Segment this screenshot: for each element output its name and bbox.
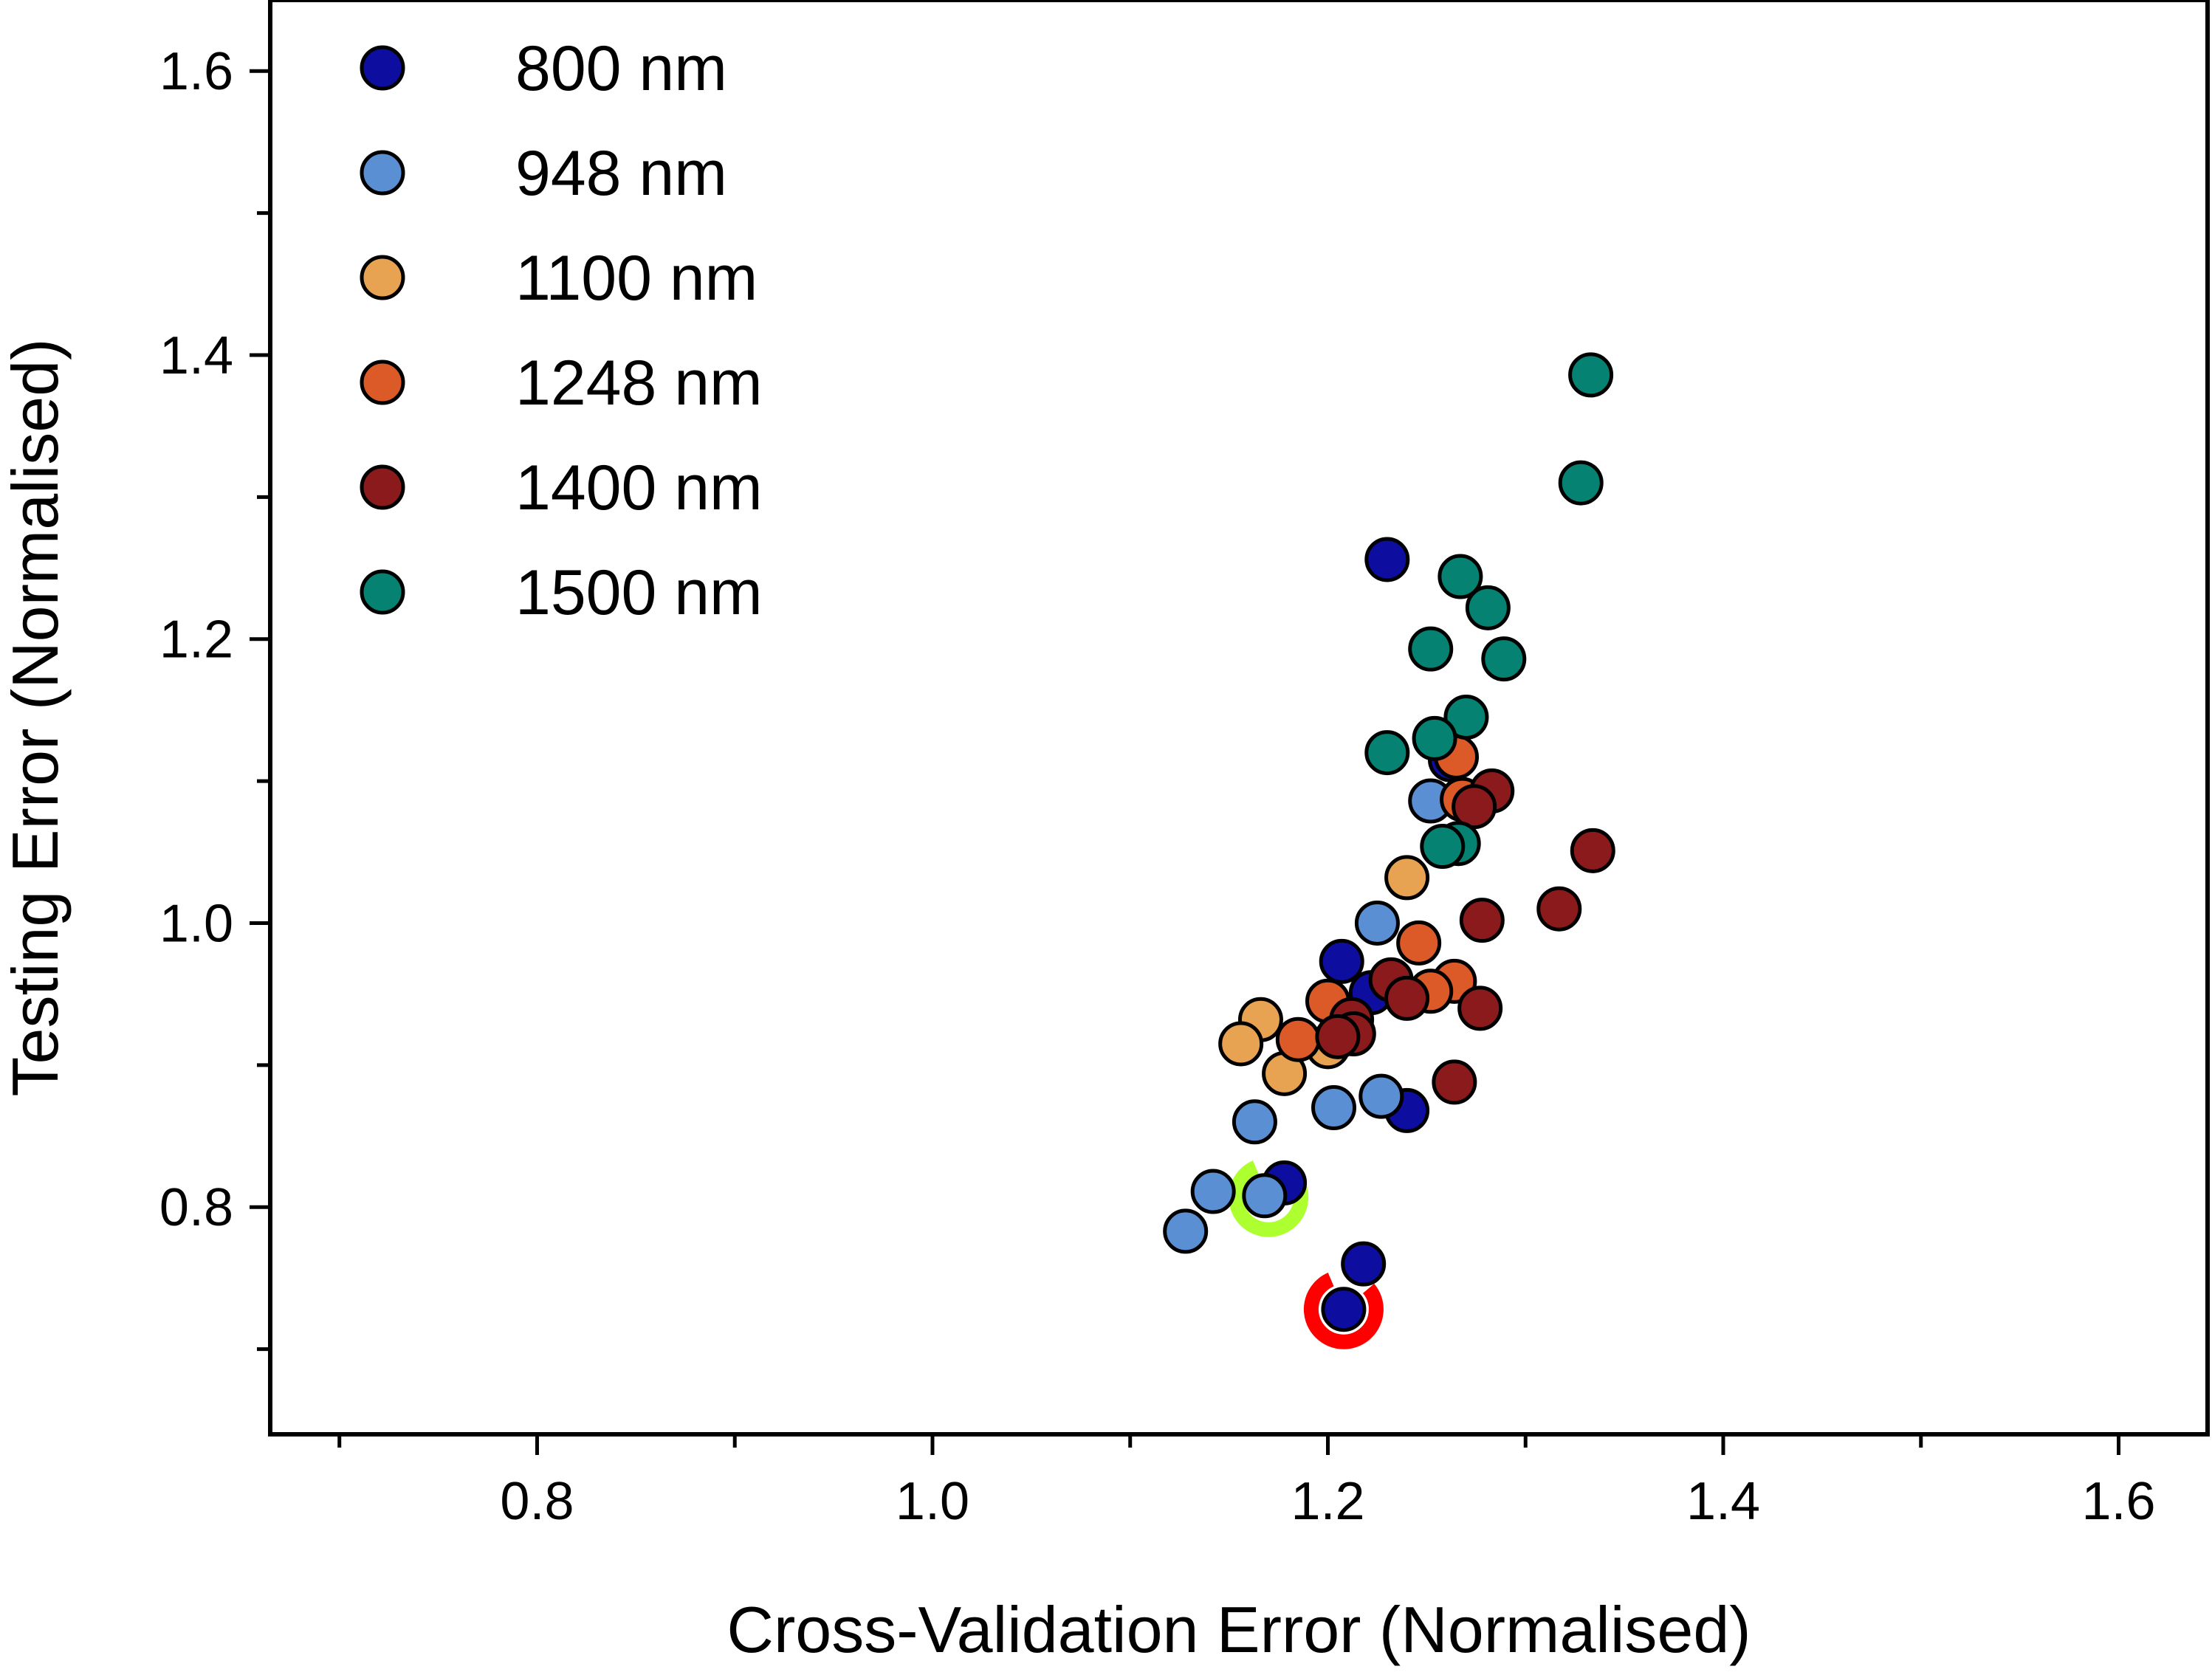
data-point — [1275, 1016, 1321, 1062]
legend-label: 1400 nm — [515, 453, 763, 523]
highlight-ring — [1303, 1269, 1384, 1349]
data-point — [1568, 352, 1614, 398]
axis-ticks: 0.8 1.0 1.2 1.4 1.6 0.8 1.0 1.2 1.4 1.6 — [159, 42, 2156, 1531]
legend-marker — [360, 569, 405, 615]
data-point — [1311, 1085, 1357, 1131]
data-point — [1452, 784, 1497, 830]
data-point — [1536, 886, 1582, 932]
legend-label: 1500 nm — [515, 557, 763, 628]
data-point — [1242, 1173, 1288, 1219]
data-point — [1438, 554, 1483, 599]
data-point — [1190, 1169, 1236, 1214]
data-point — [1420, 824, 1466, 870]
data-point — [1163, 1208, 1209, 1254]
x-axis-title: Cross-Validation Error (Normalised) — [727, 1593, 1751, 1666]
x-tick-label: 1.6 — [2081, 1472, 2155, 1531]
data-point — [1232, 1099, 1277, 1145]
x-tick-label: 1.0 — [896, 1472, 969, 1531]
legend-marker — [360, 464, 405, 510]
data-point — [1396, 920, 1442, 966]
data-point — [1315, 1014, 1361, 1059]
data-point — [1558, 460, 1604, 506]
legend-label: 1100 nm — [515, 243, 758, 314]
x-tick-label: 0.8 — [500, 1472, 574, 1531]
plot-frame — [268, 0, 2210, 1437]
legend: 800 nm 948 nm 1100 nm 1248 nm 1400 nm 1500 nm — [360, 33, 763, 628]
data-point — [1465, 585, 1511, 630]
legend-label: 948 nm — [515, 138, 727, 209]
data-point — [1408, 626, 1454, 672]
data-point — [1319, 938, 1364, 984]
legend-label: 1248 nm — [515, 348, 763, 419]
data-point — [1432, 1059, 1477, 1105]
data-points — [1163, 352, 1615, 1332]
legend-marker — [360, 359, 405, 405]
legend-label: 800 nm — [515, 33, 727, 104]
data-point — [1218, 1021, 1264, 1067]
data-point — [1459, 898, 1505, 943]
y-tick-label: 1.0 — [159, 894, 233, 953]
data-point — [1384, 855, 1430, 901]
legend-marker — [360, 45, 405, 91]
data-point — [1384, 975, 1430, 1021]
legend-marker — [360, 255, 405, 300]
y-tick-label: 1.6 — [159, 42, 233, 101]
data-point — [1354, 900, 1400, 946]
data-point — [1481, 636, 1527, 682]
data-point — [1359, 1073, 1404, 1119]
y-tick-label: 1.4 — [159, 326, 233, 385]
y-axis-title: Testing Error (Normalised) — [0, 339, 72, 1097]
data-point — [1364, 730, 1410, 776]
data-point — [1443, 695, 1489, 740]
data-point — [1570, 828, 1615, 873]
x-tick-label: 1.4 — [1686, 1472, 1760, 1531]
data-point — [1412, 715, 1457, 761]
x-tick-label: 1.2 — [1291, 1472, 1364, 1531]
data-point — [1364, 537, 1410, 582]
data-point — [1341, 1241, 1387, 1287]
legend-marker — [360, 150, 405, 196]
data-point — [1321, 1287, 1367, 1332]
data-point — [1457, 985, 1503, 1031]
y-tick-label: 0.8 — [159, 1178, 233, 1237]
y-tick-label: 1.2 — [159, 610, 233, 670]
